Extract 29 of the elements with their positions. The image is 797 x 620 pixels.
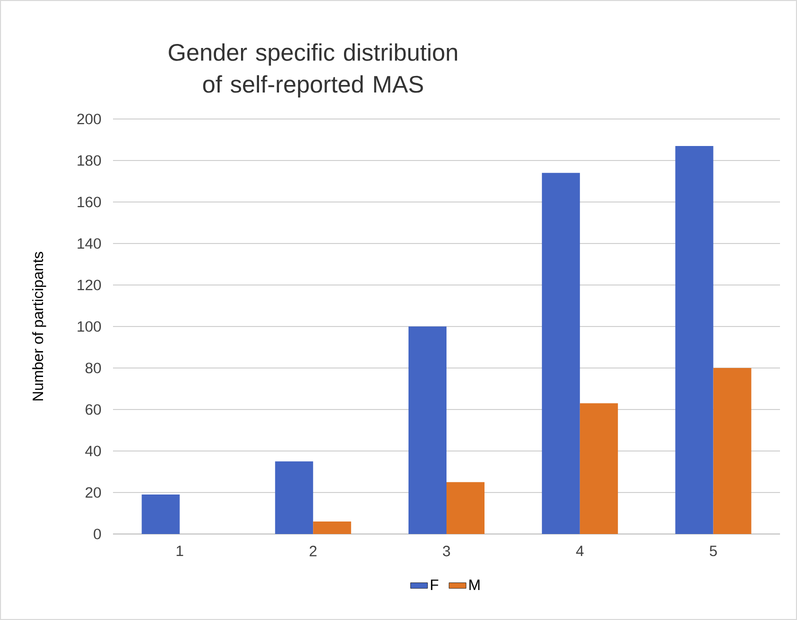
bar <box>675 146 714 534</box>
y-axis-title: Number of participants <box>32 252 46 400</box>
y-tick-label: 200 <box>77 114 101 124</box>
bar <box>713 368 752 534</box>
x-tick-label: 1 <box>176 546 184 556</box>
bar <box>580 403 618 534</box>
bar <box>446 482 485 534</box>
x-tick-label: 3 <box>442 546 450 556</box>
x-tick-label: 5 <box>710 546 717 556</box>
y-tick-label: 60 <box>86 404 101 415</box>
legend-label: M <box>469 580 480 590</box>
chart-title: Gender specific distribution of self-reported MAS <box>168 43 458 98</box>
y-tick-label: 140 <box>78 238 101 249</box>
bar <box>408 326 447 534</box>
bar <box>313 522 352 534</box>
y-tick-label: 40 <box>85 446 101 456</box>
x-tick-label: 2 <box>310 546 317 556</box>
y-tick-label: 100 <box>78 321 101 332</box>
y-tick-label: 20 <box>86 487 101 498</box>
y-tick-label: 0 <box>94 528 101 540</box>
x-tick-label: 4 <box>576 546 584 556</box>
bar <box>142 494 180 534</box>
y-tick-label: 160 <box>78 196 101 208</box>
bar <box>275 461 314 534</box>
y-tick-label: 80 <box>86 362 101 374</box>
bar <box>542 172 580 534</box>
y-tick-label: 180 <box>78 155 101 166</box>
y-tick-label: 120 <box>78 280 101 290</box>
legend-label: F <box>430 580 438 590</box>
